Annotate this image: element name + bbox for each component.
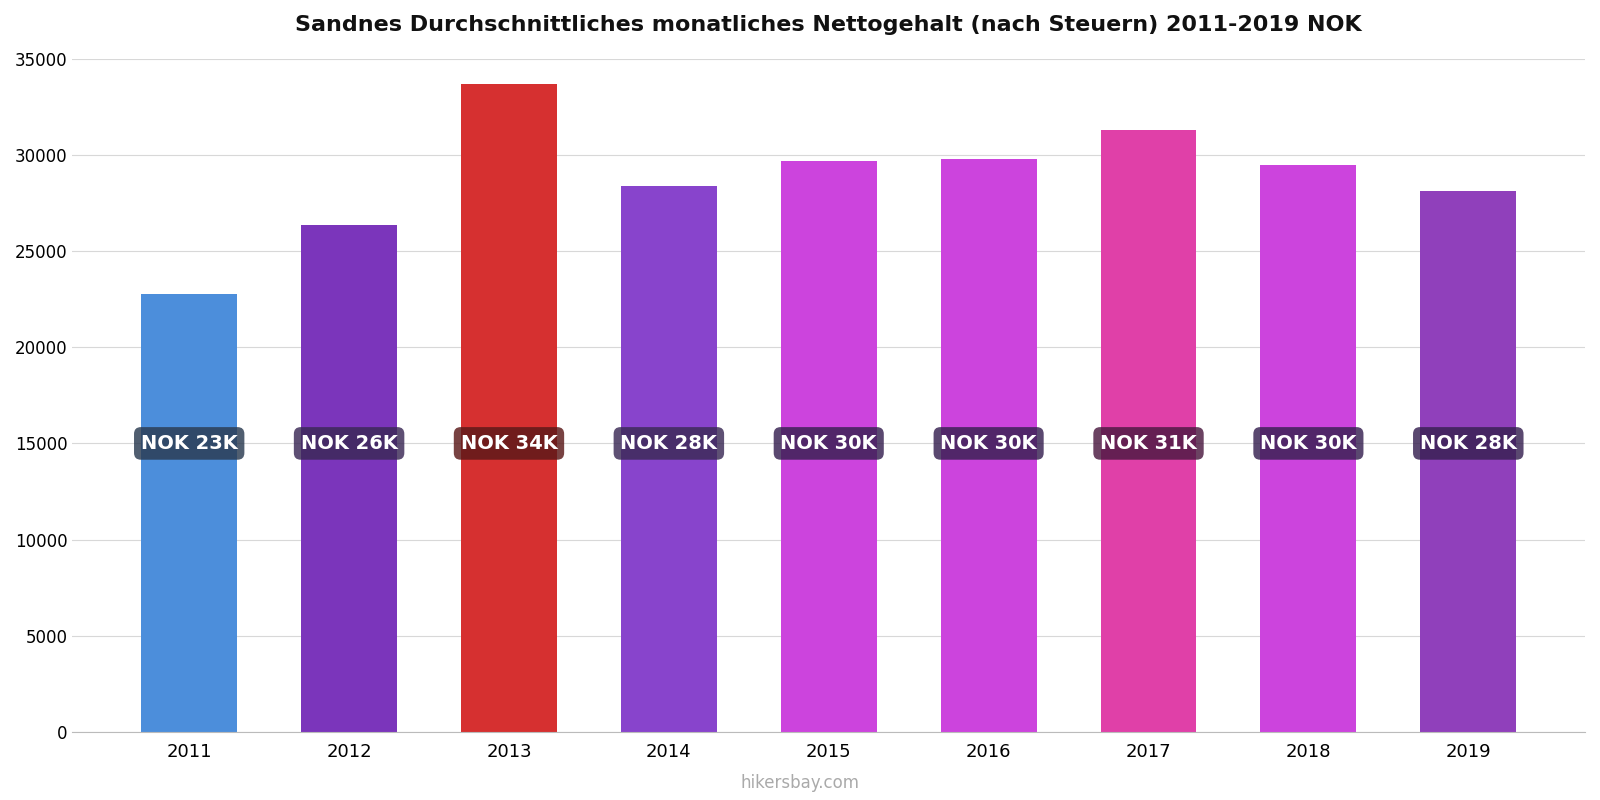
- Bar: [781, 161, 877, 732]
- Bar: [461, 84, 557, 732]
- Text: hikersbay.com: hikersbay.com: [741, 774, 859, 792]
- Bar: [941, 158, 1037, 732]
- Text: NOK 31K: NOK 31K: [1101, 434, 1197, 453]
- Text: NOK 23K: NOK 23K: [141, 434, 237, 453]
- Text: NOK 30K: NOK 30K: [1261, 434, 1357, 453]
- Bar: [1261, 165, 1357, 732]
- Text: NOK 26K: NOK 26K: [301, 434, 397, 453]
- Text: NOK 28K: NOK 28K: [1419, 434, 1517, 453]
- Text: NOK 30K: NOK 30K: [941, 434, 1037, 453]
- Bar: [301, 225, 397, 732]
- Text: NOK 30K: NOK 30K: [781, 434, 877, 453]
- Title: Sandnes Durchschnittliches monatliches Nettogehalt (nach Steuern) 2011-2019 NOK: Sandnes Durchschnittliches monatliches N…: [296, 15, 1362, 35]
- Bar: [621, 186, 717, 732]
- Bar: [1421, 191, 1517, 732]
- Text: NOK 28K: NOK 28K: [621, 434, 717, 453]
- Bar: [141, 294, 237, 732]
- Bar: [1101, 130, 1197, 732]
- Text: NOK 34K: NOK 34K: [461, 434, 557, 453]
